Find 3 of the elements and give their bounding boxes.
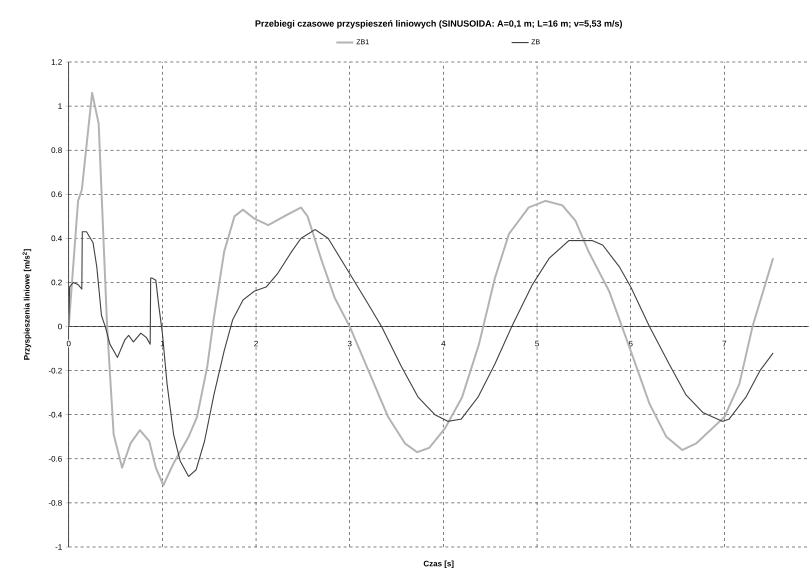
line-series: [68, 92, 774, 486]
chart-title: Przebiegi czasowe przyspieszeń liniowych (SINUSOIDA: A=0,1 m; L=16 m; v=5,53 m/s): [256, 20, 622, 29]
line-series: [68, 228, 774, 477]
